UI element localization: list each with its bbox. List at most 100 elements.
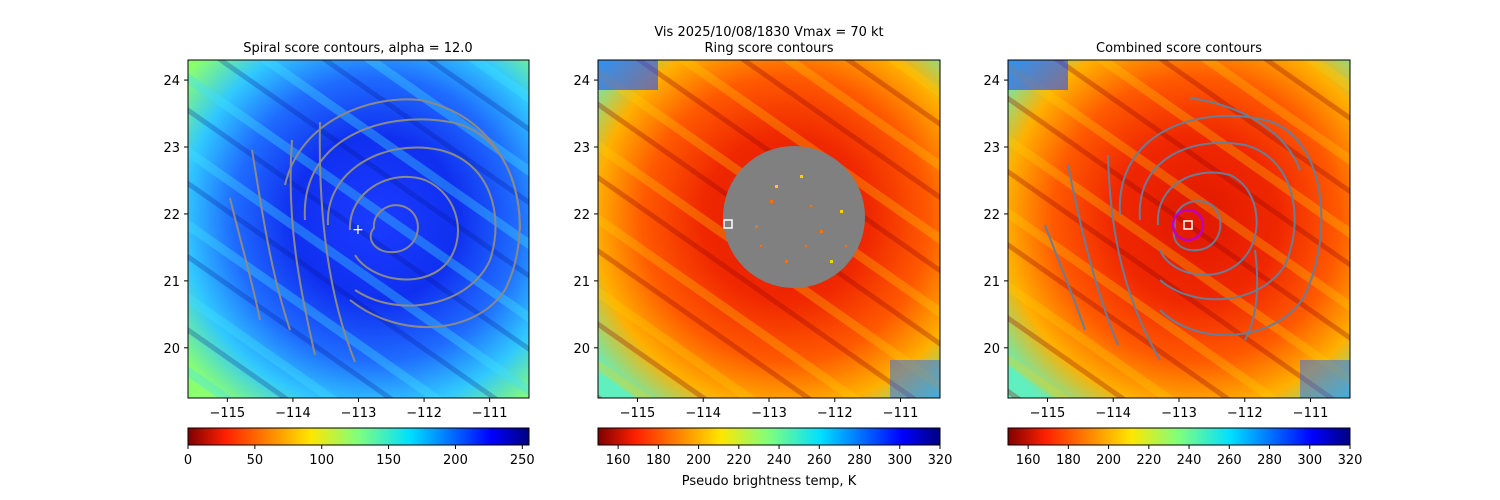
y-tick-label: 24 <box>573 74 590 89</box>
contours <box>1044 97 1323 361</box>
colorbar-tick-label: 300 <box>887 453 912 468</box>
panel-combined: Combined score contours −115 −114 −113 −112… <box>983 41 1362 468</box>
y-tick-label: 21 <box>983 275 1000 290</box>
colorbar-gradient <box>597 427 941 446</box>
colorbar-gradient <box>1007 427 1351 446</box>
colorbar: 160 180 200 220 240 260 280 300 320 <box>597 427 953 468</box>
colorbar-tick-label: 200 <box>1096 453 1121 468</box>
center-marker-square <box>1183 220 1193 230</box>
colorbar: 160 180 200 220 240 260 280 300 320 <box>1007 427 1363 468</box>
contour-line <box>289 139 316 356</box>
highlight-contour <box>1171 208 1205 242</box>
colorbar-tick-label: 260 <box>807 453 832 468</box>
y-tick-label: 23 <box>573 141 590 156</box>
x-tick-label: −111 <box>1293 406 1329 421</box>
y-tick-label: 21 <box>163 275 180 290</box>
x-tick-label: −111 <box>883 406 919 421</box>
corner-blue-patch <box>598 60 658 90</box>
panel-title: Combined score contours <box>1096 41 1262 56</box>
colorbar-tick-label: 240 <box>1177 453 1202 468</box>
colorbar-tick-label: 240 <box>767 453 792 468</box>
x-tick-label: −113 <box>751 406 787 421</box>
x-tick-label: −112 <box>406 406 442 421</box>
axes: −115 −114 −113 −112 −111 20 21 22 23 24 <box>983 74 1328 421</box>
colorbar-tick-label: 260 <box>1217 453 1242 468</box>
colorbar-tick-label: 100 <box>309 453 334 468</box>
y-tick-label: 24 <box>983 74 1000 89</box>
colorbar-tick-label: 280 <box>1257 453 1282 468</box>
contour-line <box>1107 154 1161 361</box>
colorbar-ticks: 160 180 200 220 240 260 280 300 320 <box>1016 445 1363 468</box>
x-tick-label: −111 <box>472 406 508 421</box>
image-area <box>598 60 940 398</box>
colorbar-tick-label: 0 <box>184 453 192 468</box>
panel-title: Spiral score contours, alpha = 12.0 <box>243 41 472 56</box>
contour-line <box>1044 224 1086 331</box>
y-tick-label: 21 <box>573 275 590 290</box>
rain-band-texture <box>188 60 529 398</box>
contour-line <box>1172 200 1222 252</box>
corner-blue-patch <box>1300 360 1350 398</box>
contour-line <box>369 204 419 254</box>
x-tick-label: −113 <box>1161 406 1197 421</box>
contour-line <box>251 149 291 331</box>
x-tick-label: −112 <box>817 406 853 421</box>
colorbar-tick-label: 200 <box>686 453 711 468</box>
contour-line <box>284 98 521 231</box>
colorbar-tick-label: 280 <box>847 453 872 468</box>
contours <box>229 98 521 363</box>
y-tick-label: 20 <box>983 342 1000 357</box>
x-tick-label: −114 <box>685 406 721 421</box>
y-tick-label: 23 <box>983 141 1000 156</box>
rain-band-texture <box>1008 60 1350 398</box>
colorbar-tick-label: 200 <box>443 453 468 468</box>
colorbar: 0 50 100 150 200 250 <box>184 427 535 468</box>
figure-suptitle: Vis 2025/10/08/1830 Vmax = 70 kt <box>654 25 883 40</box>
colorbar-tick-label: 180 <box>646 453 671 468</box>
eye-speckles <box>755 175 847 263</box>
center-marker-square <box>723 219 733 229</box>
colorbar-tick-label: 150 <box>376 453 401 468</box>
panel-spiral: Spiral score contours, alpha = 12.0 + −1… <box>163 41 534 468</box>
colorbar-tick-label: 160 <box>1016 453 1041 468</box>
contour-line <box>1244 249 1259 341</box>
y-tick-label: 23 <box>163 141 180 156</box>
panel-title: Ring score contours <box>704 41 833 56</box>
contour-line <box>1067 164 1119 346</box>
colorbar-tick-label: 300 <box>1297 453 1322 468</box>
colorbar-ticks: 0 50 100 150 200 250 <box>184 445 535 468</box>
contour-line <box>318 121 356 363</box>
colorbar-tick-label: 250 <box>510 453 535 468</box>
y-tick-label: 20 <box>163 342 180 357</box>
axes: −115 −114 −113 −112 −111 20 21 22 23 24 <box>573 74 918 421</box>
contour-line <box>326 146 497 307</box>
contour-line <box>1156 171 1258 276</box>
y-tick-label: 22 <box>163 208 180 223</box>
colorbar-tick-label: 320 <box>1338 453 1363 468</box>
masked-eye-region <box>723 146 865 288</box>
image-area <box>1008 60 1350 398</box>
contour-line <box>1189 97 1301 171</box>
colorbar-tick-label: 50 <box>247 453 264 468</box>
x-tick-label: −113 <box>341 406 377 421</box>
colorbar-tick-label: 220 <box>726 453 751 468</box>
contour-line <box>1138 141 1296 301</box>
colorbar-tick-label: 180 <box>1056 453 1081 468</box>
colorbar-label: Pseudo brightness temp, K <box>682 474 857 489</box>
contour-line <box>348 175 459 281</box>
colorbar-tick-label: 220 <box>1136 453 1161 468</box>
contour-line <box>229 197 261 321</box>
x-tick-label: −115 <box>1030 406 1066 421</box>
corner-blue-patch <box>890 360 940 398</box>
image-area: + <box>188 60 529 398</box>
x-tick-label: −115 <box>620 406 656 421</box>
corner-blue-patch <box>1008 60 1068 90</box>
colorbar-tick-label: 320 <box>928 453 953 468</box>
colorbar-tick-label: 160 <box>606 453 631 468</box>
x-tick-label: −112 <box>1227 406 1263 421</box>
colorbar-gradient <box>187 427 530 446</box>
x-tick-label: −115 <box>209 406 245 421</box>
panel-ring: Ring score contours −115 −114 −113 −112 −111… <box>573 41 952 489</box>
x-tick-label: −114 <box>1095 406 1131 421</box>
